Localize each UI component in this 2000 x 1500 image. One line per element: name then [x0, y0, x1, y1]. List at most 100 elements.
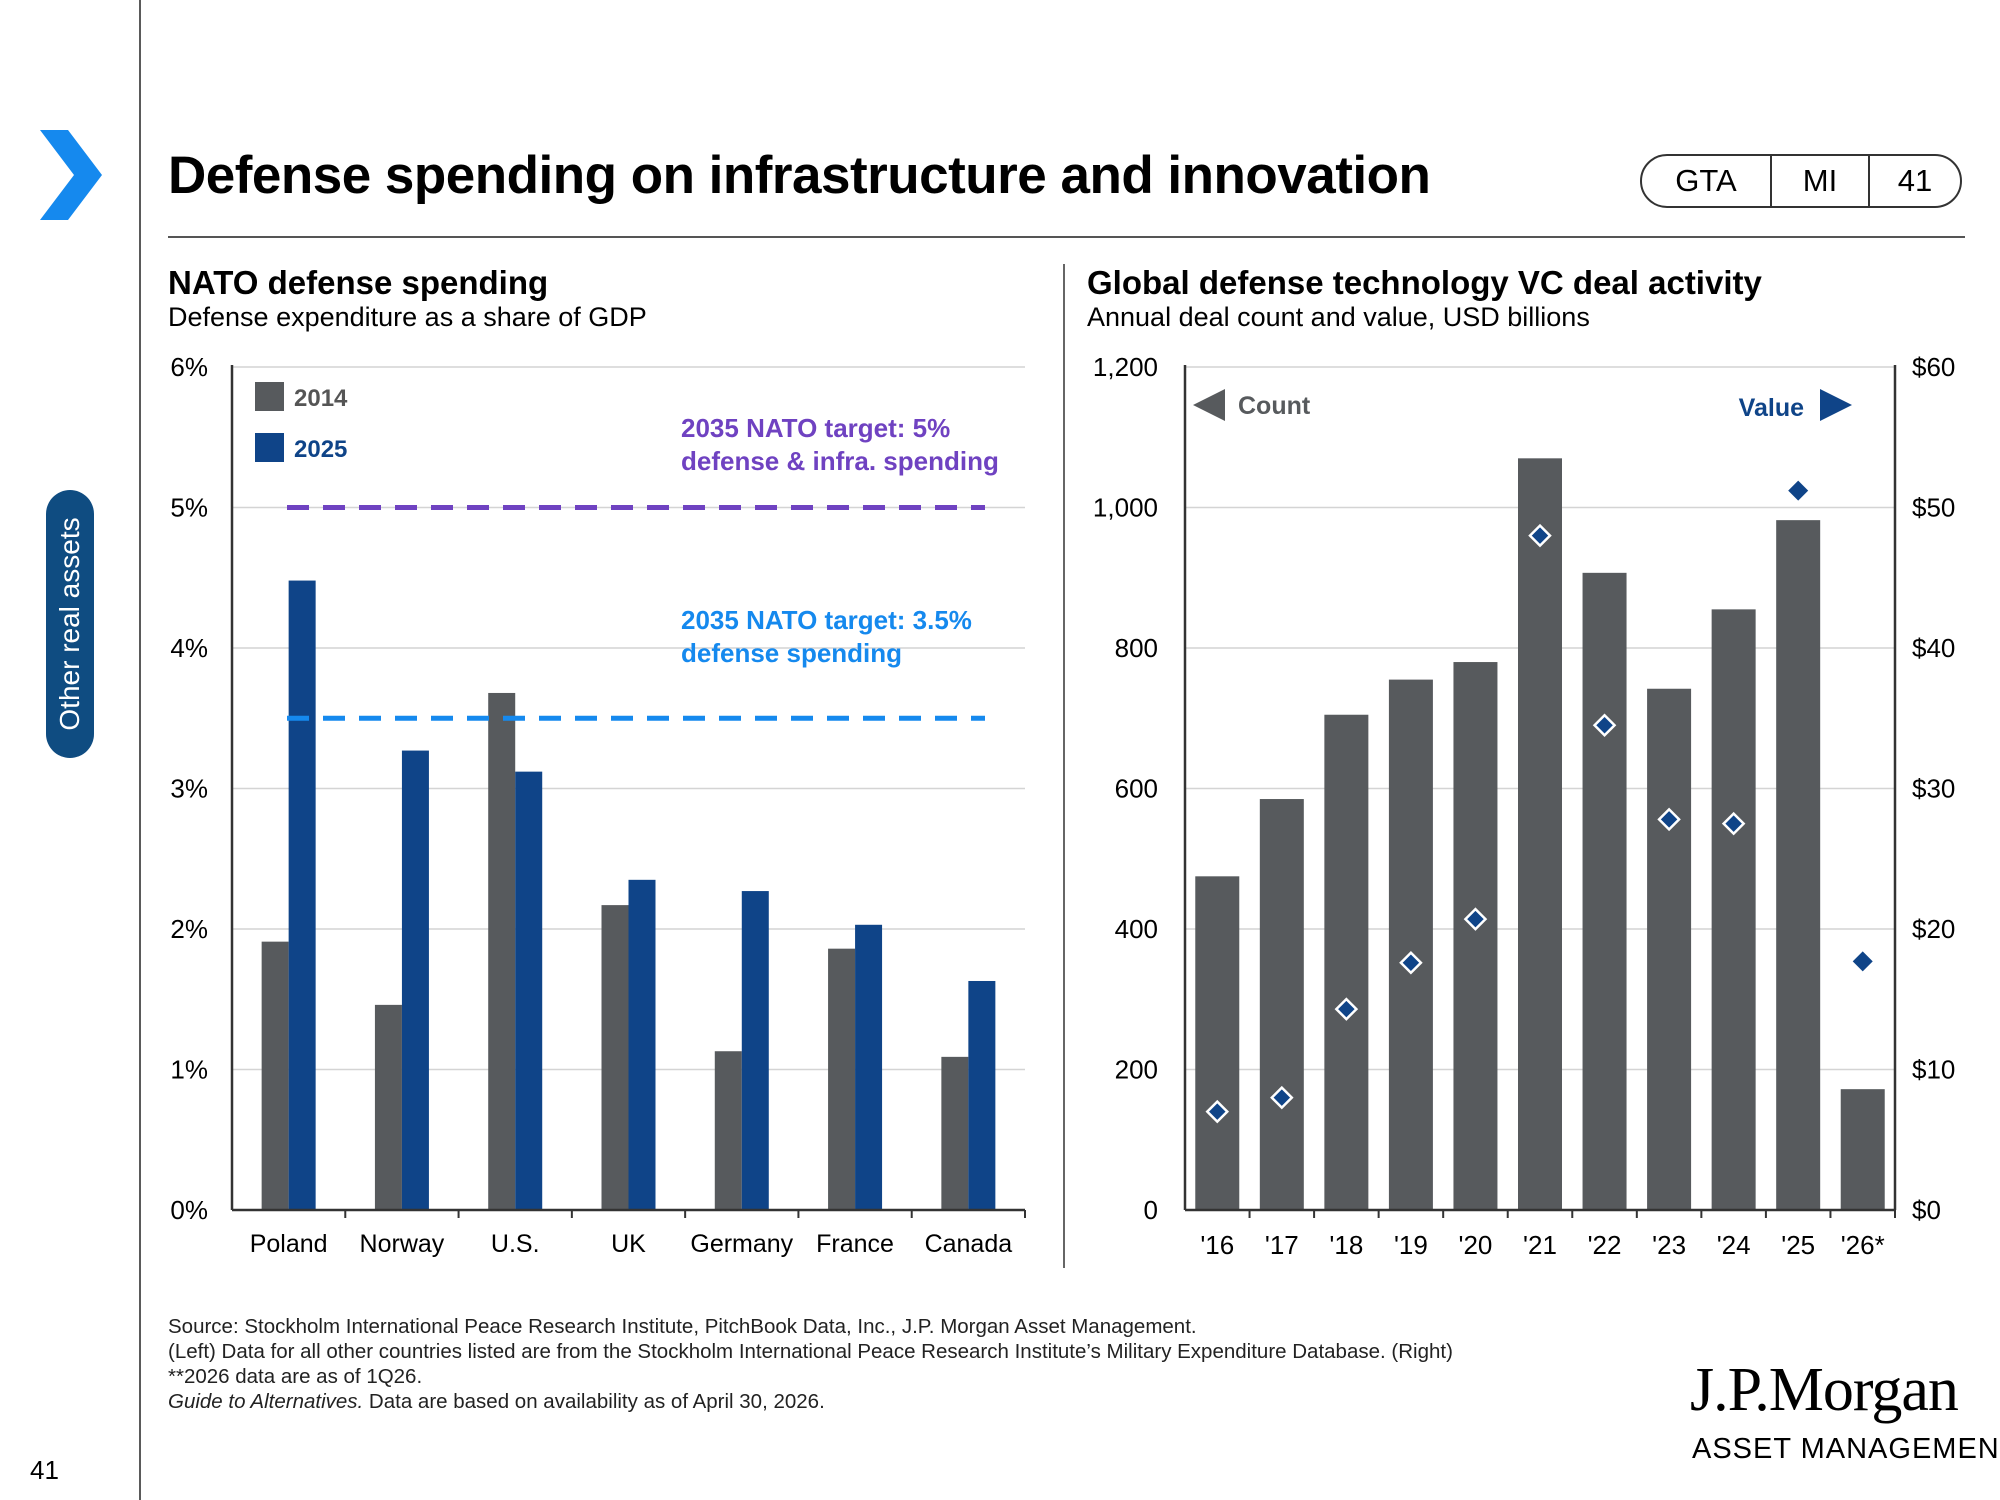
right-chart-subtitle: Annual deal count and value, USD billion…	[1087, 302, 1590, 332]
left-y-tick-label: 6%	[170, 352, 208, 382]
value-legend-label: Value	[1739, 394, 1804, 422]
page-title: Defense spending on infrastructure and i…	[168, 146, 1431, 205]
left-y-tick-label: 0%	[170, 1195, 208, 1225]
right-x-tick-label: '26*	[1841, 1230, 1885, 1260]
right-y-left-tick-label: 400	[1115, 914, 1158, 944]
right-chart-title: Global defense technology VC deal activi…	[1087, 264, 1762, 301]
right-x-tick-label: '18	[1329, 1230, 1363, 1260]
right-y-left-tick-label: 600	[1115, 774, 1158, 804]
value-point	[1270, 1085, 1294, 1110]
value-point	[1592, 713, 1617, 738]
title-rule	[168, 236, 1965, 238]
section-badge: GTA MI 41	[1640, 154, 1962, 208]
right-x-tick-label: '23	[1652, 1230, 1686, 1260]
count-bar	[1195, 876, 1240, 1210]
count-bar	[1453, 662, 1498, 1210]
left-bar-2014	[828, 948, 856, 1210]
count-bar	[1647, 688, 1692, 1210]
left-bar-2025	[855, 924, 883, 1210]
legend-swatch-2025	[255, 433, 284, 462]
count-bar	[1259, 799, 1304, 1210]
right-y-left-tick-label: 1,000	[1093, 493, 1158, 523]
right-x-tick-label: '25	[1781, 1230, 1815, 1260]
count-bar	[1711, 609, 1756, 1210]
panel-divider	[1063, 264, 1065, 1268]
value-point	[1334, 997, 1359, 1021]
right-y-right-tick-label: $20	[1912, 914, 1955, 944]
footnote-left: (Left) Data for all other countries list…	[168, 1340, 1453, 1363]
value-point	[1528, 523, 1552, 548]
value-point	[1657, 807, 1681, 832]
count-bar	[1388, 679, 1433, 1210]
value-point	[1399, 950, 1423, 975]
left-chart-title: NATO defense spending	[168, 264, 549, 301]
right-y-right-tick-label: $40	[1912, 633, 1955, 663]
sidebar-divider	[139, 0, 141, 1500]
badge-gta: GTA	[1642, 156, 1772, 206]
left-bar-2014	[374, 1004, 402, 1210]
right-y-right-tick-label: $0	[1912, 1195, 1941, 1225]
left-bar-2025	[741, 891, 769, 1210]
right-y-left-tick-label: 0	[1144, 1195, 1158, 1225]
left-x-tick-label: Poland	[250, 1230, 328, 1258]
nato-spending-chart: 2035 NATO target: 5%defense & infra. spe…	[170, 352, 1026, 1258]
page-number: 41	[30, 1455, 59, 1485]
value-point	[1463, 907, 1488, 931]
count-bar	[1776, 520, 1821, 1210]
count-legend-label: Count	[1238, 392, 1311, 420]
count-bar	[1518, 458, 1562, 1210]
value-arrow-right-icon	[1820, 389, 1852, 421]
right-x-tick-label: '19	[1394, 1230, 1428, 1260]
reference-label: 2035 NATO target: 3.5%	[681, 605, 972, 635]
left-x-tick-label: UK	[611, 1230, 646, 1258]
value-point	[1788, 480, 1809, 501]
reference-label: 2035 NATO target: 5%	[681, 413, 950, 443]
right-y-left-tick-label: 1,200	[1093, 352, 1158, 382]
right-y-left-tick-label: 200	[1115, 1055, 1158, 1085]
footnote-guide-italic: Guide to Alternatives.	[168, 1390, 364, 1413]
left-x-tick-label: Norway	[360, 1230, 445, 1258]
badge-page: 41	[1897, 163, 1933, 198]
value-point	[1852, 951, 1873, 972]
jpmorgan-logo-sub: ASSET MANAGEMENT	[1692, 1433, 2000, 1465]
value-point	[1205, 1099, 1230, 1124]
right-x-tick-label: '22	[1588, 1230, 1622, 1260]
section-tab[interactable]: Other real assets	[46, 490, 94, 758]
left-x-tick-label: France	[816, 1230, 894, 1258]
badge-mi: MI	[1772, 156, 1870, 206]
left-x-tick-label: Canada	[925, 1230, 1013, 1258]
left-chart-subtitle: Defense expenditure as a share of GDP	[168, 302, 647, 332]
right-y-right-tick-label: $30	[1912, 774, 1955, 804]
left-y-tick-label: 2%	[170, 914, 208, 944]
count-arrow-left-icon	[1193, 389, 1225, 421]
left-bar-2014	[941, 1056, 969, 1210]
left-x-tick-label: Germany	[690, 1230, 793, 1258]
left-bar-2014	[714, 1051, 742, 1210]
vc-deal-chart: 0 200 400 600 800 1,000 1,200 $0 $10 $20 $30 $40 $50…	[1093, 352, 1955, 1260]
left-y-tick-label: 1%	[170, 1055, 208, 1085]
count-bar	[1840, 1089, 1885, 1210]
left-bar-2014	[601, 905, 629, 1210]
right-x-tick-label: '17	[1265, 1230, 1299, 1260]
footnote-right: **2026 data are as of 1Q26.	[168, 1365, 423, 1388]
right-x-tick-label: '21	[1523, 1230, 1557, 1260]
right-y-right-tick-label: $60	[1912, 352, 1955, 382]
left-x-tick-label: U.S.	[491, 1230, 540, 1258]
right-x-tick-label: '16	[1200, 1230, 1234, 1260]
left-bar-2025	[968, 980, 996, 1210]
legend-swatch-2014	[255, 382, 284, 411]
right-y-right-tick-label: $10	[1912, 1055, 1955, 1085]
reference-label: defense & infra. spending	[681, 446, 999, 476]
chevron-right-icon	[40, 130, 102, 220]
value-point	[1721, 811, 1746, 836]
left-bar-2025	[515, 771, 543, 1210]
legend-label-2025: 2025	[294, 436, 347, 463]
right-x-tick-label: '24	[1717, 1230, 1751, 1260]
left-bar-2014	[488, 692, 516, 1210]
left-y-tick-label: 3%	[170, 774, 208, 804]
left-bar-2025	[628, 879, 656, 1210]
left-bar-2025	[401, 750, 429, 1210]
reference-label: defense spending	[681, 638, 902, 668]
count-bar	[1324, 714, 1369, 1210]
count-bar	[1582, 572, 1627, 1210]
